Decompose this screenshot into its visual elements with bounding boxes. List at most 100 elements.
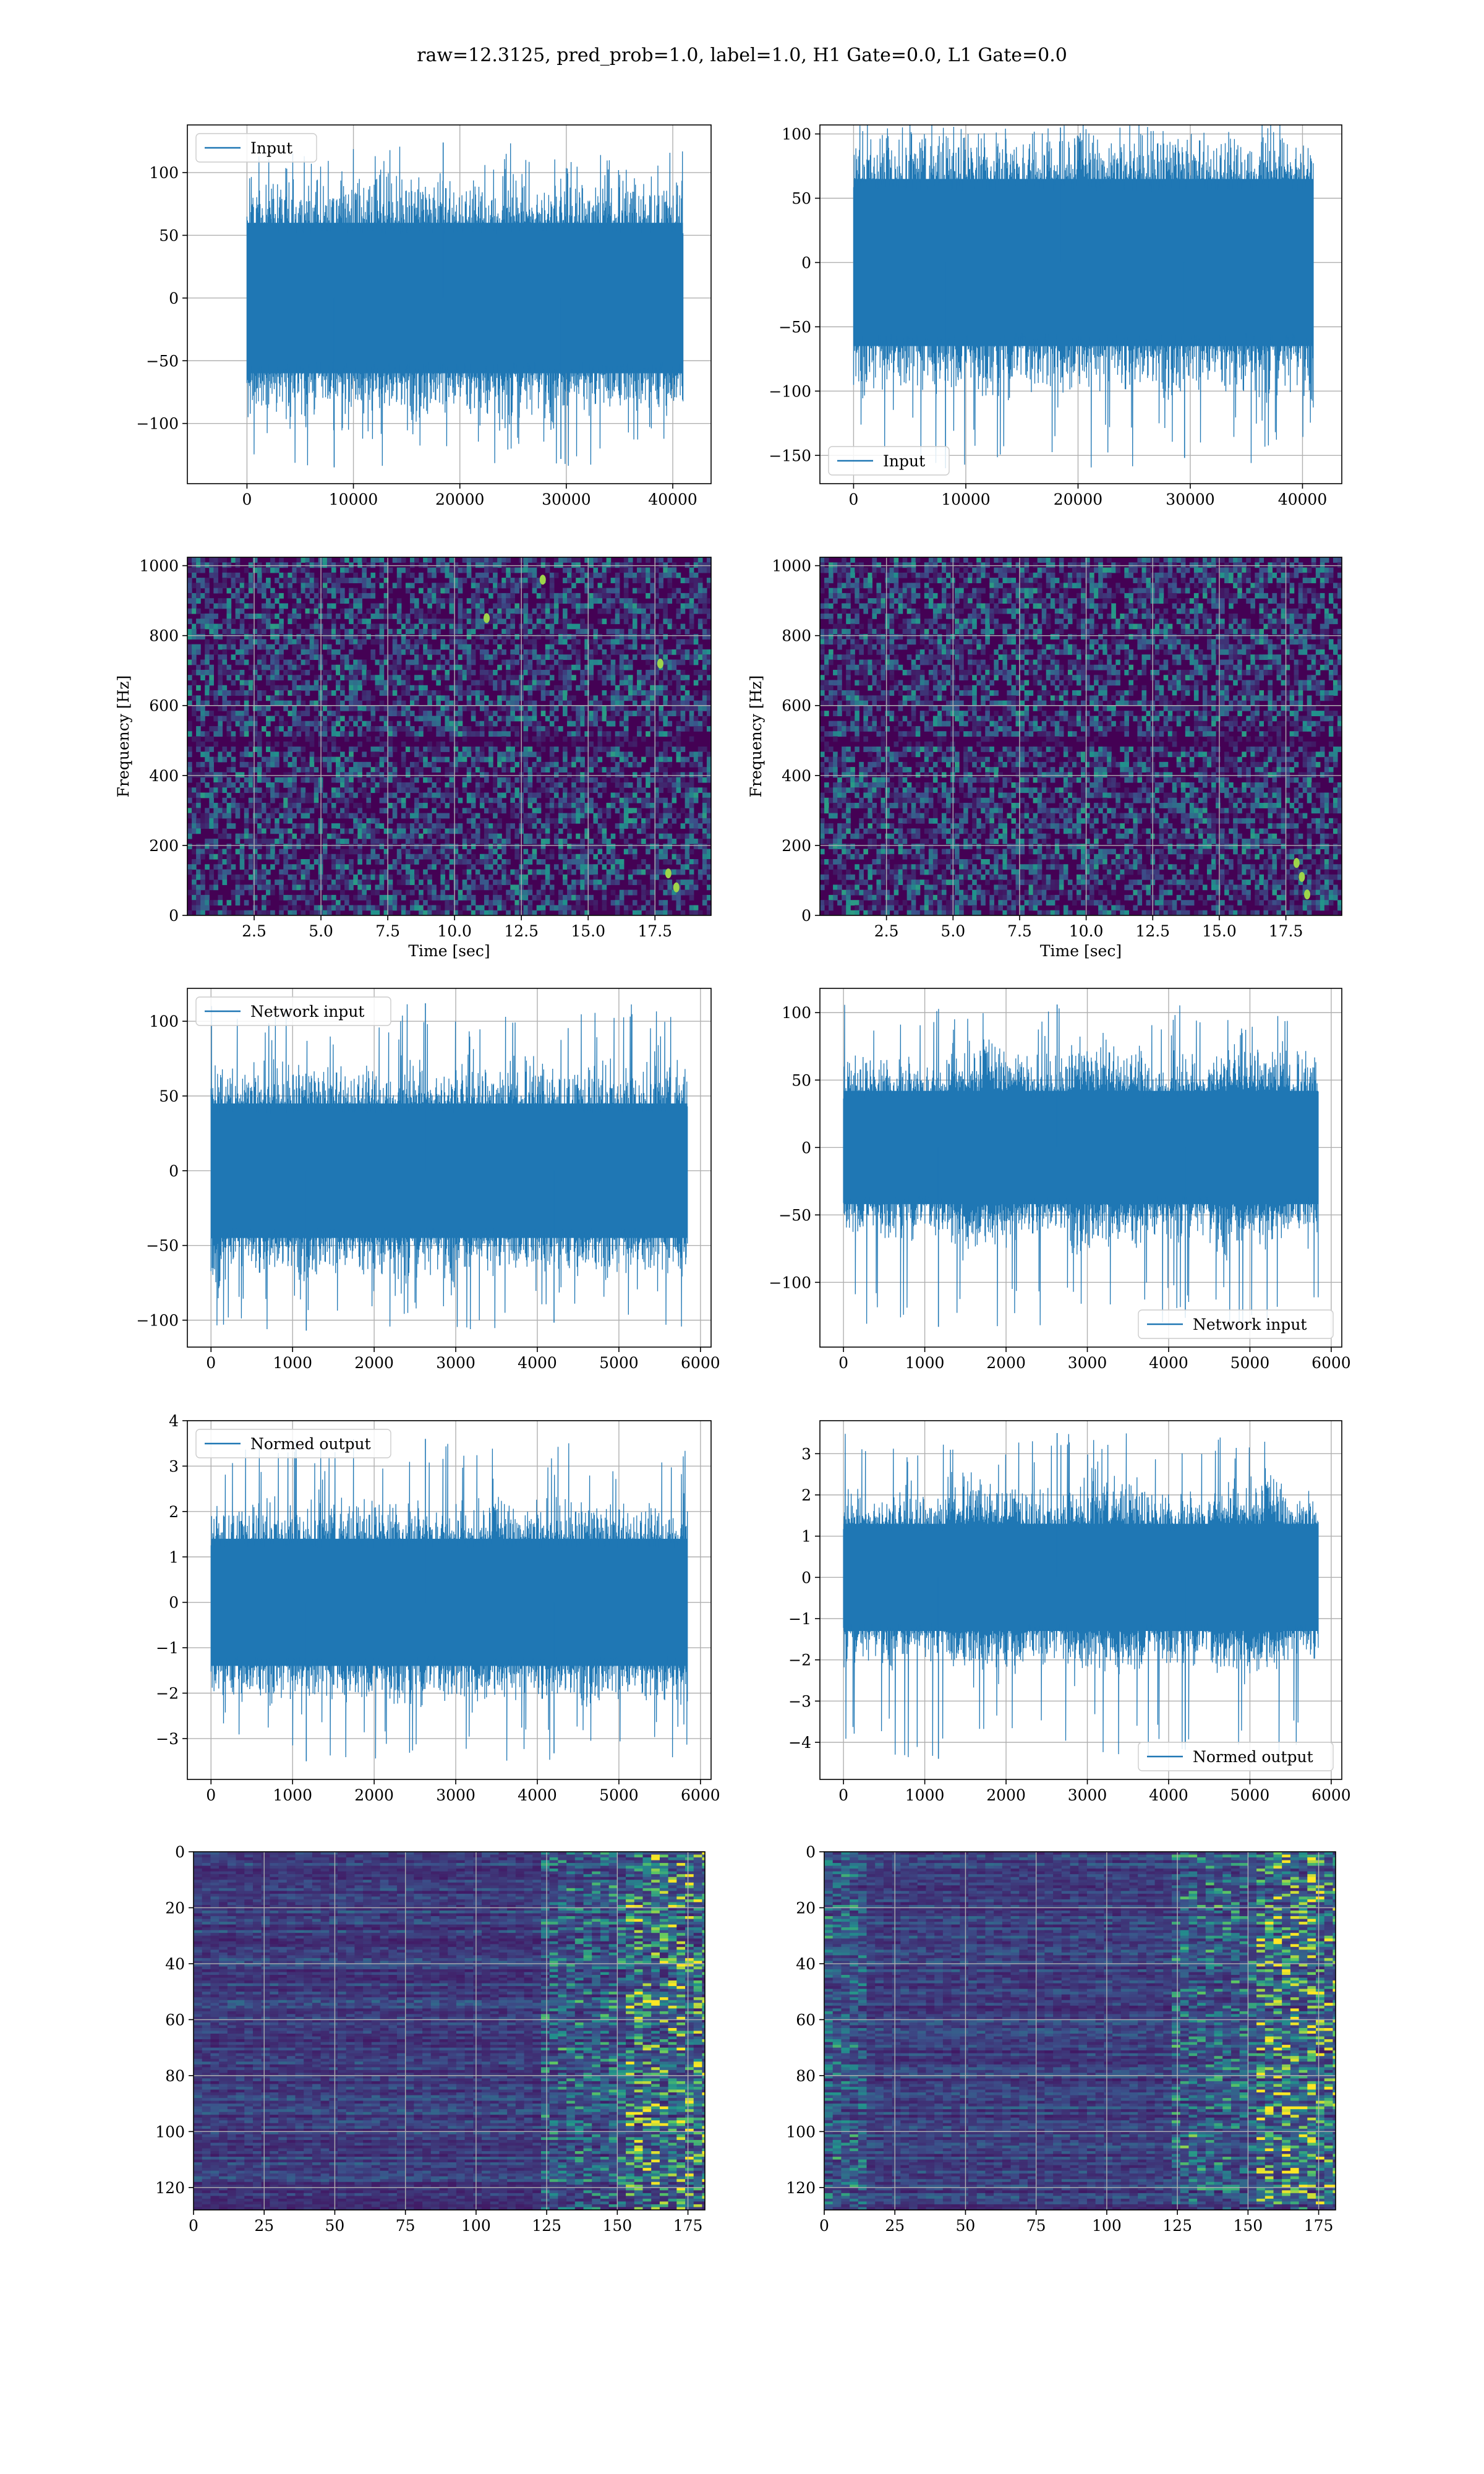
x-tick-label: 15.0 [571,922,605,940]
y-tick-label: 1000 [139,557,179,575]
axes-frame [187,988,712,1348]
subplot-p4: 2.5 5.0 7.5 10.0 12.5 15.0 17.5 0 200 400 600 800 10… [747,557,1342,960]
x-tick-label: 6000 [681,1354,720,1372]
y-tick-label: 80 [165,2067,185,2085]
bright-spot [484,613,490,623]
subplot-p10: 0 25 50 75 100 125 150 175 0 20 40 60 80 100 120 [786,1843,1336,2235]
axes-frame [824,1851,1336,2211]
x-tick-label: 50 [325,2217,345,2235]
legend-box [195,133,317,163]
axes-frame [187,557,712,916]
y-tick-label: 1000 [772,557,811,575]
x-tick-label: 4000 [518,1786,557,1804]
legend-label: Input [883,452,925,470]
y-tick-label: 400 [149,767,179,785]
y-tick-label: 0 [169,1594,179,1612]
y-tick-label: 3 [169,1457,179,1475]
y-tick-label: −100 [136,415,179,433]
x-tick-label: 2000 [986,1786,1026,1804]
x-tick-label: 3000 [1068,1786,1107,1804]
x-tick-label: 0 [206,1354,216,1372]
heatmap-p10 [824,1852,1336,2210]
y-axis-label: Frequency [Hz] [747,675,765,798]
x-tick-label: 3000 [436,1354,475,1372]
signal-line-p8 [843,1433,1319,1758]
figure-title: raw=12.3125, pred_prob=1.0, label=1.0, H… [0,45,1484,66]
y-tick-label: −50 [778,318,811,336]
signal-line-p1 [246,143,684,466]
x-tick-label: 0 [206,1786,216,1804]
subplot-p5: 0 1000 2000 3000 4000 5000 6000 −100 −50 0 50 100 Ne… [136,988,720,1372]
y-tick-label: 2 [169,1503,179,1521]
subplot-p9: 0 25 50 75 100 125 150 175 0 20 40 60 80 100 120 [155,1843,706,2235]
y-tick-label: −100 [769,382,811,400]
legend-box [1138,1309,1334,1339]
legend-label: Network input [1193,1316,1307,1333]
y-tick-label: 1 [801,1528,811,1546]
subplot-p7: 0 1000 2000 3000 4000 5000 6000 −3 −2 −1 0 1 2 3 4 Norm… [156,1412,720,1804]
y-tick-label: −3 [156,1730,179,1748]
x-tick-label: 15.0 [1202,922,1237,940]
x-tick-label: 5000 [1230,1786,1270,1804]
y-tick-label: 50 [159,226,179,244]
y-tick-label: 0 [801,907,811,925]
y-tick-label: −1 [788,1610,811,1628]
y-tick-label: 0 [169,907,179,925]
x-tick-label: 10000 [941,490,991,508]
y-tick-label: 40 [796,1955,816,1973]
y-tick-label: 20 [796,1899,816,1917]
y-tick-label: 800 [149,627,179,645]
bright-spot [673,882,680,892]
x-tick-label: 175 [673,2217,703,2235]
y-tick-label: 120 [155,2179,185,2197]
y-tick-label: 0 [169,1162,179,1180]
x-tick-label: 5000 [1230,1354,1270,1372]
x-tick-label: 2000 [354,1354,394,1372]
x-tick-label: 7.5 [375,922,400,940]
x-tick-label: 6000 [681,1786,720,1804]
x-tick-label: 0 [848,490,858,508]
x-tick-label: 100 [1092,2217,1122,2235]
legend-label: Normed output [250,1435,371,1453]
bright-spot [1298,871,1305,882]
bright-spot [665,868,672,879]
y-tick-label: −50 [146,352,179,370]
y-tick-label: 40 [165,1955,185,1973]
x-tick-label: 4000 [518,1354,557,1372]
x-tick-label: 2000 [354,1786,394,1804]
y-tick-label: 100 [149,164,179,182]
x-tick-label: 5.0 [309,922,333,940]
y-tick-label: −100 [136,1312,179,1330]
signal-line-p5 [210,1004,688,1330]
y-tick-label: 50 [791,189,811,207]
x-tick-label: 50 [956,2217,976,2235]
x-tick-label: 25 [885,2217,905,2235]
heatmap-p4 [820,557,1342,915]
y-tick-label: 200 [782,837,811,855]
x-axis-label: Time [sec] [1040,942,1122,960]
x-tick-label: 150 [602,2217,632,2235]
x-tick-label: 5000 [599,1354,639,1372]
x-tick-label: 40000 [1278,490,1328,508]
y-tick-label: −4 [788,1734,811,1752]
x-tick-label: 30000 [542,490,591,508]
x-tick-label: 12.5 [1135,922,1170,940]
legend-box [828,446,950,476]
x-tick-label: 17.5 [638,922,672,940]
x-tick-label: 4000 [1149,1354,1188,1372]
y-tick-label: −50 [778,1206,811,1224]
y-tick-label: 50 [159,1087,179,1105]
x-tick-label: 125 [1162,2217,1192,2235]
legend-label: Network input [250,1003,364,1021]
x-axis-label: Time [sec] [408,942,490,960]
bright-spot [1293,858,1300,868]
x-tick-label: 10.0 [437,922,472,940]
x-tick-label: 2.5 [242,922,267,940]
bright-spot [657,658,663,669]
legend: Normed output [1138,1742,1334,1771]
y-tick-label: 600 [782,697,811,715]
x-tick-label: 10000 [329,490,378,508]
axes-frame [193,1851,706,2211]
subplot-p8: 0 1000 2000 3000 4000 5000 6000 −4 −3 −2 −1 0 1 2 3 Nor… [788,1420,1351,1804]
signal-line-p6 [843,1004,1319,1327]
